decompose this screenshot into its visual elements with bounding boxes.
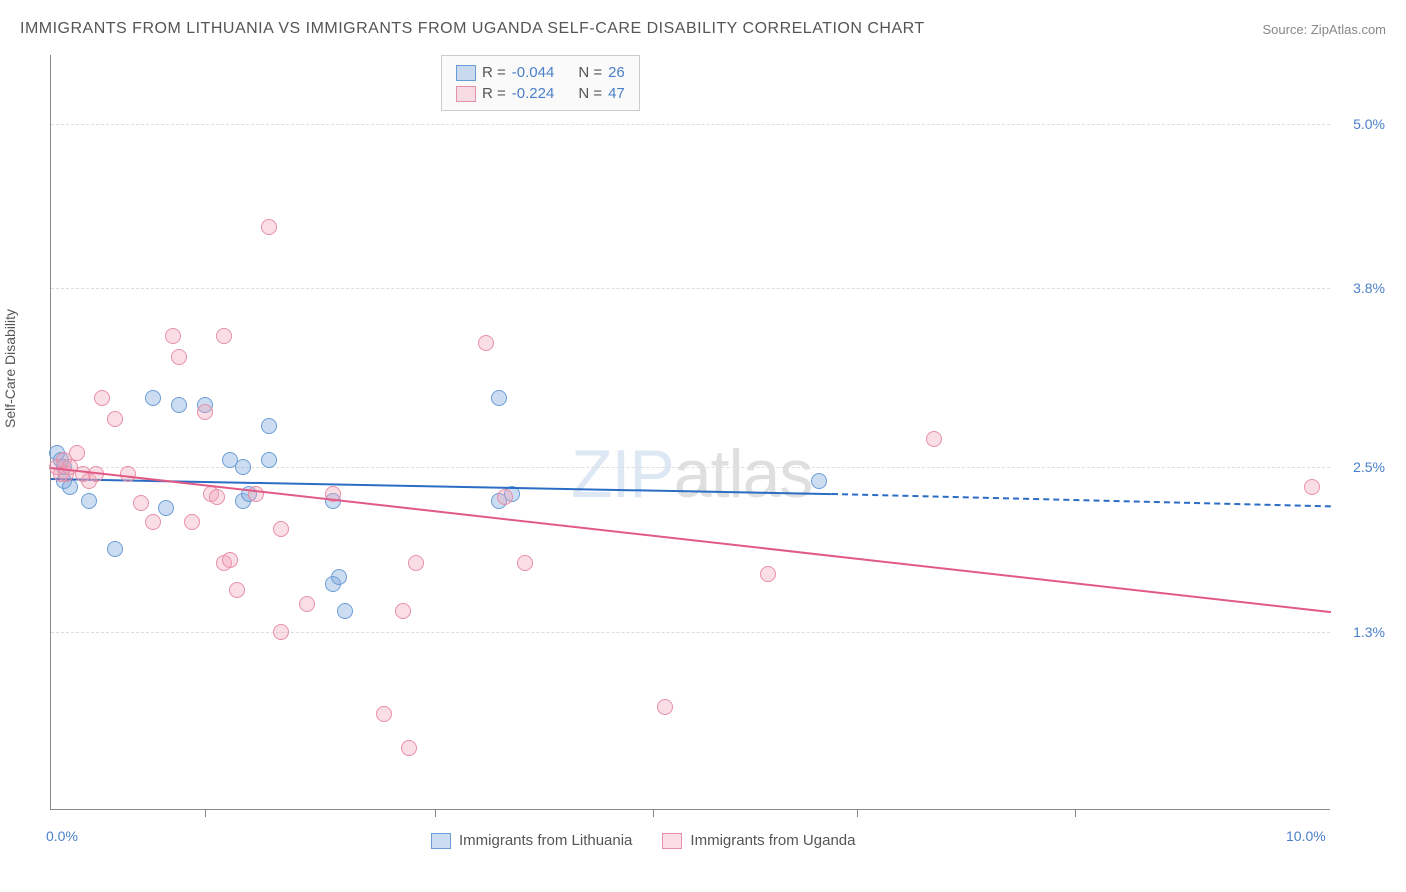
scatter-point (145, 390, 161, 406)
scatter-point (273, 624, 289, 640)
scatter-point (62, 479, 78, 495)
scatter-point (401, 740, 417, 756)
scatter-point (408, 555, 424, 571)
scatter-point (133, 495, 149, 511)
scatter-point (337, 603, 353, 619)
legend-row: R = -0.224 N = 47 (456, 83, 625, 104)
scatter-point (478, 335, 494, 351)
watermark-zip: ZIP (571, 436, 674, 512)
legend-row: R = -0.044 N = 26 (456, 62, 625, 83)
legend-r-label: R = (482, 64, 506, 81)
scatter-point (760, 566, 776, 582)
x-tick (435, 809, 436, 817)
scatter-point (222, 552, 238, 568)
legend-r-label: R = (482, 85, 506, 102)
chart-title: IMMIGRANTS FROM LITHUANIA VS IMMIGRANTS … (20, 20, 925, 38)
gridline (51, 288, 1330, 289)
x-tick (857, 809, 858, 817)
correlation-legend: R = -0.044 N = 26 R = -0.224 N = 47 (441, 55, 640, 111)
scatter-point (376, 706, 392, 722)
x-tick (205, 809, 206, 817)
x-tick-label: 0.0% (46, 828, 78, 844)
x-tick (653, 809, 654, 817)
scatter-point (197, 404, 213, 420)
scatter-point (657, 699, 673, 715)
watermark-atlas: atlas (674, 436, 813, 512)
scatter-point (261, 219, 277, 235)
legend-item: Immigrants from Uganda (662, 832, 855, 849)
legend-swatch (456, 86, 476, 102)
source-label: Source: ZipAtlas.com (1262, 22, 1386, 37)
y-tick-label: 2.5% (1353, 459, 1385, 475)
legend-swatch (456, 65, 476, 81)
scatter-point (69, 445, 85, 461)
y-tick-label: 1.3% (1353, 624, 1385, 640)
series-legend: Immigrants from Lithuania Immigrants from… (431, 832, 855, 849)
scatter-point (491, 390, 507, 406)
scatter-point (165, 328, 181, 344)
scatter-point (331, 569, 347, 585)
legend-swatch (662, 833, 682, 849)
legend-n-label: N = (578, 85, 602, 102)
legend-series-label: Immigrants from Uganda (690, 832, 855, 849)
scatter-point (107, 411, 123, 427)
x-tick (1075, 809, 1076, 817)
plot-area: ZIPatlas R =-0.044N =26R =-0.224N =47 Im… (50, 55, 1330, 810)
scatter-point (299, 596, 315, 612)
scatter-point (261, 418, 277, 434)
legend-r-value: -0.044 (512, 64, 555, 81)
y-tick-label: 3.8% (1353, 280, 1385, 296)
legend-n-value: 26 (608, 64, 625, 81)
legend-r-value: -0.224 (512, 85, 555, 102)
scatter-point (261, 452, 277, 468)
legend-swatch (431, 833, 451, 849)
legend-n-label: N = (578, 64, 602, 81)
scatter-point (1304, 479, 1320, 495)
watermark: ZIPatlas (571, 435, 812, 513)
scatter-point (81, 493, 97, 509)
scatter-point (497, 489, 513, 505)
scatter-point (216, 328, 232, 344)
y-axis-label: Self-Care Disability (2, 309, 18, 428)
scatter-point (235, 459, 251, 475)
scatter-point (926, 431, 942, 447)
scatter-point (517, 555, 533, 571)
scatter-point (158, 500, 174, 516)
scatter-point (209, 489, 225, 505)
scatter-point (145, 514, 161, 530)
trend-line-dashed (832, 493, 1331, 507)
scatter-point (171, 349, 187, 365)
scatter-point (395, 603, 411, 619)
gridline (51, 124, 1330, 125)
scatter-point (184, 514, 200, 530)
chart-container: IMMIGRANTS FROM LITHUANIA VS IMMIGRANTS … (0, 0, 1406, 892)
legend-item: Immigrants from Lithuania (431, 832, 632, 849)
gridline (51, 632, 1330, 633)
legend-series-label: Immigrants from Lithuania (459, 832, 632, 849)
scatter-point (273, 521, 289, 537)
legend-n-value: 47 (608, 85, 625, 102)
scatter-point (94, 390, 110, 406)
scatter-point (229, 582, 245, 598)
x-tick-label: 10.0% (1286, 828, 1326, 844)
scatter-point (107, 541, 123, 557)
scatter-point (120, 466, 136, 482)
scatter-point (171, 397, 187, 413)
y-tick-label: 5.0% (1353, 116, 1385, 132)
scatter-point (811, 473, 827, 489)
